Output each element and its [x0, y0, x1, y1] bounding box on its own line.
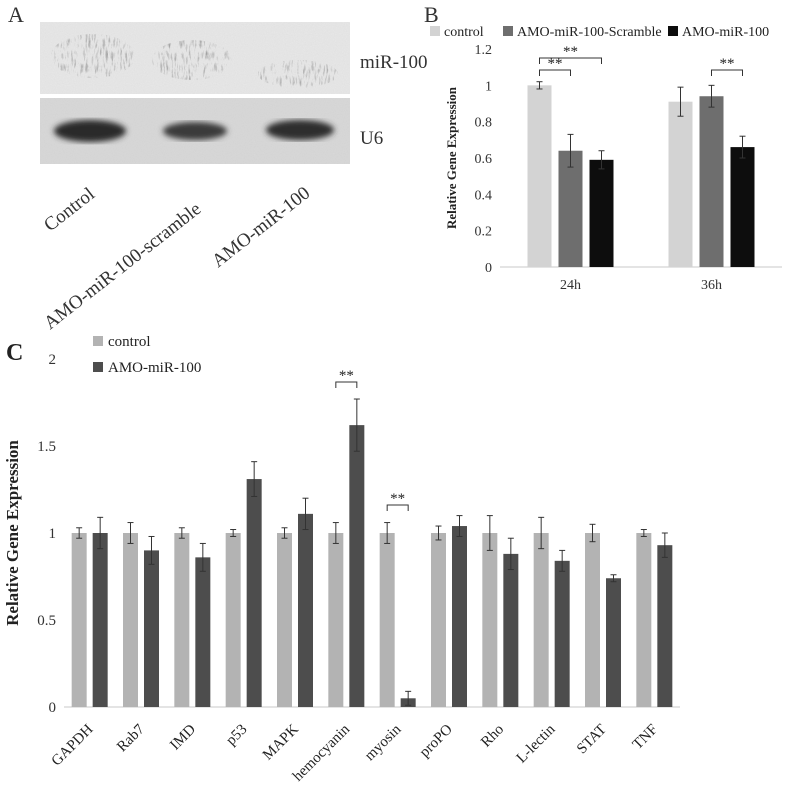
bar-amo-mir-100-scramble-24h — [558, 150, 583, 267]
bar-amo-mir-100-gapdh — [92, 533, 108, 707]
bar-amo-mir-100-24h — [589, 159, 614, 267]
y-tick-label: 0.2 — [475, 225, 493, 240]
bar-control-p53 — [225, 533, 241, 707]
panel-b-label: B — [424, 2, 439, 27]
bar-control-propo — [431, 533, 446, 707]
bar-control-stat — [585, 533, 600, 707]
panel-c-label: C — [6, 340, 23, 366]
panel-a-label: A — [8, 2, 24, 27]
legend-label-amo-mir-100: AMO-miR-100 — [108, 360, 201, 376]
legend-label-control: control — [108, 334, 151, 350]
chart-b: 0 0.2 0.4 0.6 0.8 1 1.2 Relative Gene Expressio… — [444, 43, 782, 293]
band-label-mir100: miR-100 — [360, 52, 428, 73]
y-tick-label: 0 — [49, 700, 57, 716]
y-axis-label: Relative Gene Expression — [444, 86, 459, 229]
significance-marker: ** — [548, 56, 563, 72]
panel-c: C control AMO-miR-100 0 0.5 1 1.5 2 Relative G… — [3, 334, 680, 785]
bar-amo-mir-100-p53 — [246, 479, 262, 707]
bar-amo-mir-100-mapk — [298, 513, 313, 707]
significance-bracket — [386, 504, 409, 511]
chart-c: 0 0.5 1 1.5 2 Relative Gene Expression GAPDH Ra… — [3, 352, 680, 785]
legend-label-amo-mir-100-scramble: AMO-miR-100-Scramble — [517, 25, 662, 40]
bar-control-hemocyanin — [328, 533, 344, 707]
y-tick-label: 2 — [49, 352, 57, 368]
u6-band-control — [54, 120, 126, 142]
x-tick-label-rab7: Rab7 — [114, 721, 148, 755]
significance-marker: ** — [563, 44, 578, 60]
bar-control-rab7 — [123, 533, 138, 707]
x-tick-label-rho: Rho — [478, 722, 507, 751]
bar-control-myosin — [379, 533, 395, 707]
bar-amo-mir-100-tnf — [657, 545, 673, 707]
mir100-band-scramble — [152, 40, 232, 80]
significance-bracket — [539, 57, 602, 64]
x-tick-label-mapk: MAPK — [260, 721, 302, 763]
x-tick-label-tnf: TNF — [630, 722, 661, 753]
lane-label-control: Control — [40, 184, 99, 236]
y-tick-label: 1.5 — [37, 439, 56, 455]
mir100-band-control — [51, 34, 135, 78]
significance-marker: ** — [339, 368, 354, 384]
panel-a: A miR-100 U6 Control AMO-miR-100-scrambl… — [8, 2, 428, 334]
legend-swatch-amo-mir-100-scramble — [503, 26, 513, 36]
legend-swatch-amo-mir-100 — [668, 26, 678, 36]
bar-control-imd — [174, 533, 190, 707]
y-tick-label: 1 — [49, 526, 57, 542]
y-axis-label: Relative Gene Expression — [3, 440, 22, 626]
x-tick-label-gapdh: GAPDH — [49, 721, 97, 769]
bar-amo-mir-100-l-lectin — [554, 560, 570, 707]
legend-label-amo-mir-100: AMO-miR-100 — [682, 25, 769, 40]
legend-swatch-amo-mir-100 — [93, 362, 103, 372]
panel-b: B control AMO-miR-100-Scramble AMO-miR-100… — [424, 2, 782, 293]
y-tick-label: 0 — [485, 261, 492, 276]
lane-label-amo: AMO-miR-100 — [208, 183, 314, 272]
x-tick-label-36h: 36h — [701, 278, 722, 293]
band-label-u6: U6 — [360, 128, 383, 149]
mir100-band-amo — [258, 60, 338, 88]
bar-amo-mir-100-rho — [503, 553, 519, 707]
bar-amo-mir-100-propo — [452, 526, 467, 707]
significance-marker: ** — [720, 56, 735, 72]
x-tick-label-l-lectin: L-lectin — [514, 721, 559, 766]
y-tick-label: 0.8 — [475, 116, 493, 131]
y-tick-label: 0.4 — [475, 188, 493, 203]
bar-control-l-lectin — [533, 533, 549, 707]
bar-control-24h — [527, 85, 552, 267]
x-tick-label-myosin: myosin — [362, 721, 405, 764]
y-tick-label: 0.5 — [37, 613, 56, 629]
u6-band-scramble — [163, 122, 227, 140]
legend-swatch-control — [430, 26, 440, 36]
x-tick-label-24h: 24h — [560, 278, 581, 293]
legend-label-control: control — [444, 25, 484, 40]
bar-control-36h — [668, 101, 693, 267]
bar-amo-mir-100-scramble-36h — [699, 96, 724, 267]
bar-control-mapk — [277, 533, 292, 707]
x-tick-label-stat: STAT — [574, 722, 610, 758]
significance-marker: ** — [390, 491, 405, 507]
legend-b: control AMO-miR-100-Scramble AMO-miR-100 — [430, 25, 769, 40]
x-tick-label-propo: proPO — [417, 721, 456, 760]
bar-control-tnf — [636, 533, 652, 707]
legend-c: control AMO-miR-100 — [93, 334, 201, 376]
legend-swatch-control — [93, 336, 103, 346]
u6-band-amo — [266, 120, 334, 140]
y-tick-label: 0.6 — [475, 152, 493, 167]
y-tick-label: 1 — [485, 79, 492, 94]
bar-amo-mir-100-rab7 — [144, 550, 159, 707]
bar-amo-mir-100-hemocyanin — [349, 425, 365, 707]
bar-amo-mir-100-36h — [730, 147, 755, 267]
y-tick-label: 1.2 — [475, 43, 493, 58]
bar-amo-mir-100-stat — [606, 578, 621, 707]
significance-bracket — [539, 69, 571, 76]
bar-control-rho — [482, 533, 498, 707]
x-tick-label-imd: IMD — [167, 721, 199, 753]
bar-control-gapdh — [71, 533, 87, 707]
significance-bracket — [335, 381, 358, 388]
bar-amo-mir-100-imd — [195, 557, 211, 707]
significance-bracket — [711, 69, 743, 76]
x-tick-label-p53: p53 — [223, 722, 250, 749]
